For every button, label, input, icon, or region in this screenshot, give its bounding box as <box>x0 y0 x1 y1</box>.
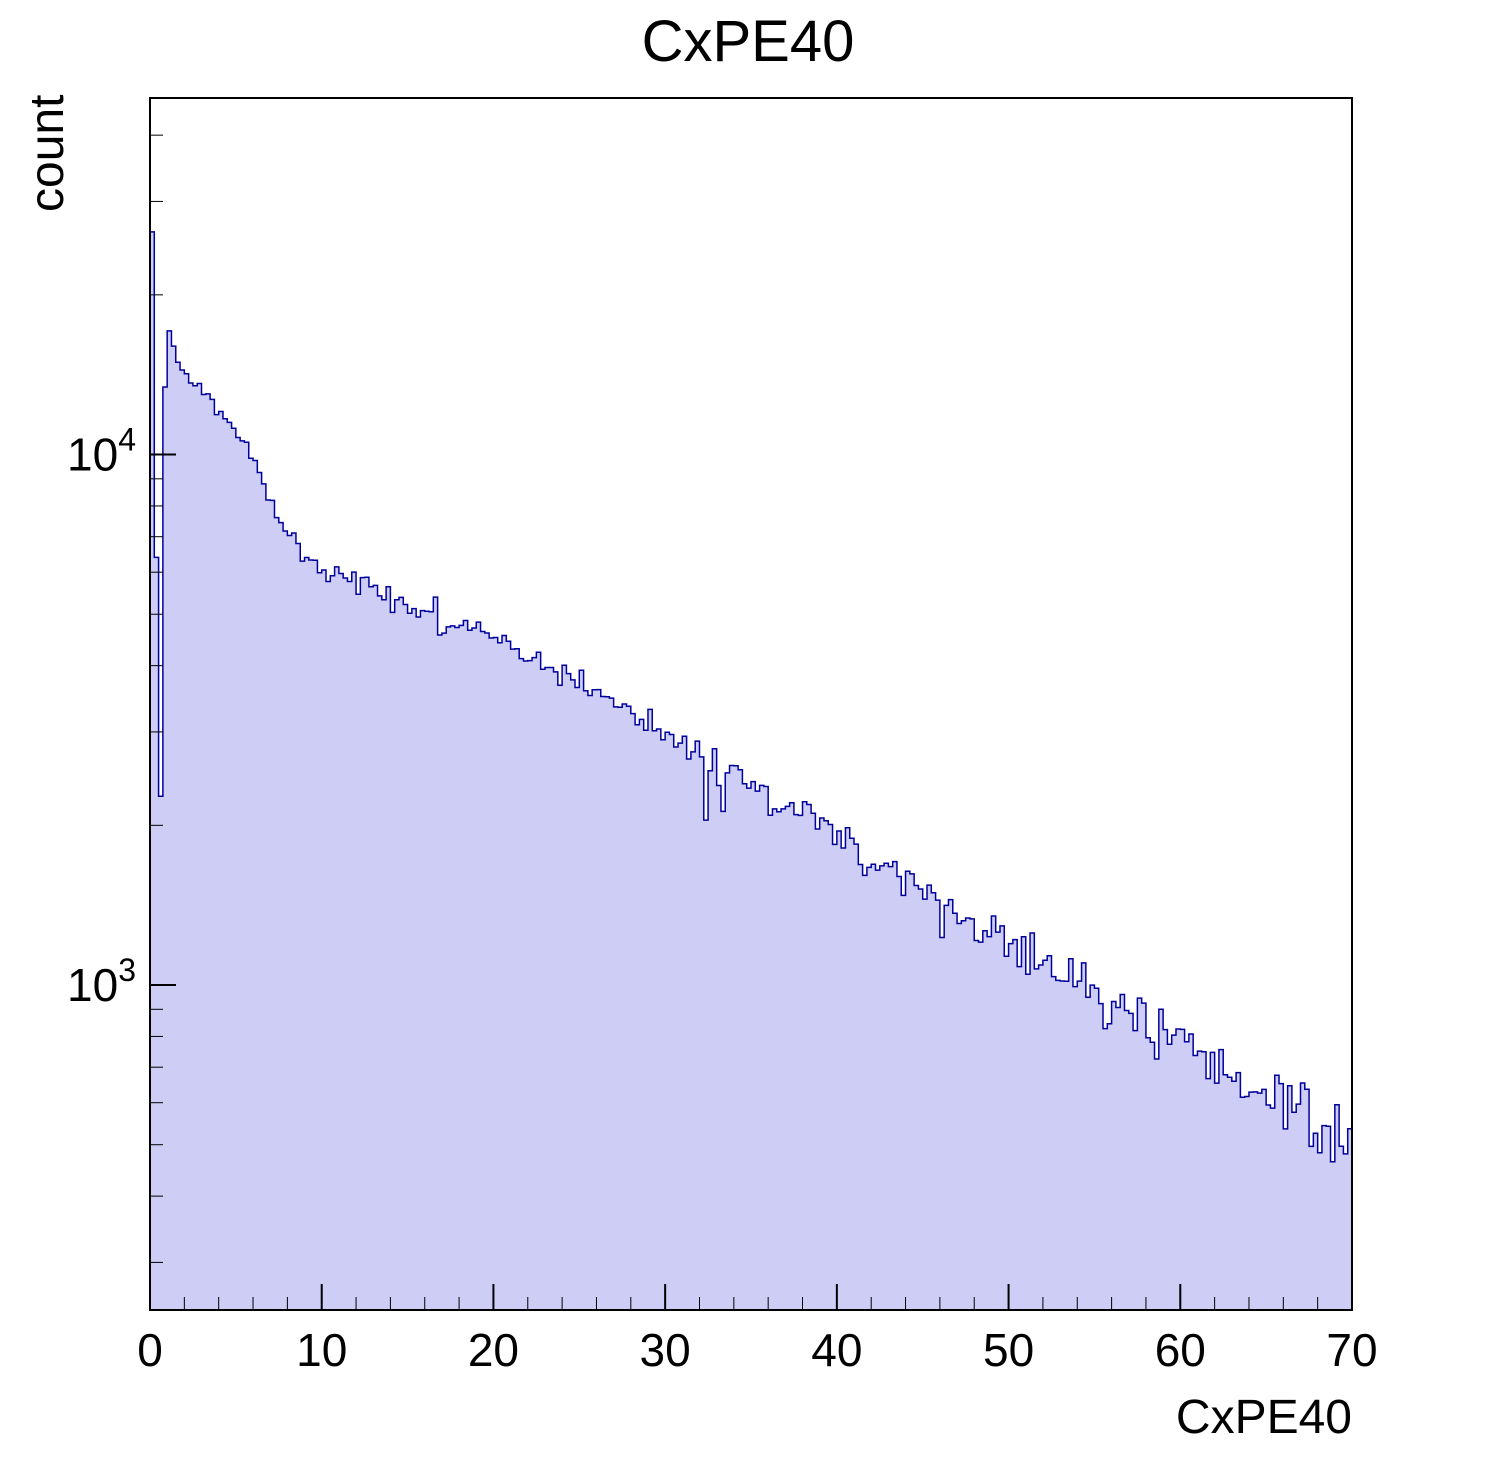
plot-frame <box>149 97 1353 1311</box>
histogram-fill <box>150 231 1352 1310</box>
histogram-outline <box>149 231 1353 1310</box>
x-tick-label: 10 <box>296 1324 347 1376</box>
x-tick-label: 70 <box>1326 1324 1377 1376</box>
x-tick-label: 60 <box>1155 1324 1206 1376</box>
chart-title: CxPE40 <box>641 9 855 74</box>
x-axis-title: CxPE40 <box>1175 1391 1352 1444</box>
x-tick-label: 20 <box>468 1324 519 1376</box>
y-tick-label: 103 <box>67 952 136 1011</box>
y-tick-label: 104 <box>67 422 136 481</box>
x-tick-label: 40 <box>811 1324 862 1376</box>
x-tick-label: 30 <box>640 1324 691 1376</box>
x-tick-label: 0 <box>137 1324 163 1376</box>
x-tick-label: 50 <box>983 1324 1034 1376</box>
